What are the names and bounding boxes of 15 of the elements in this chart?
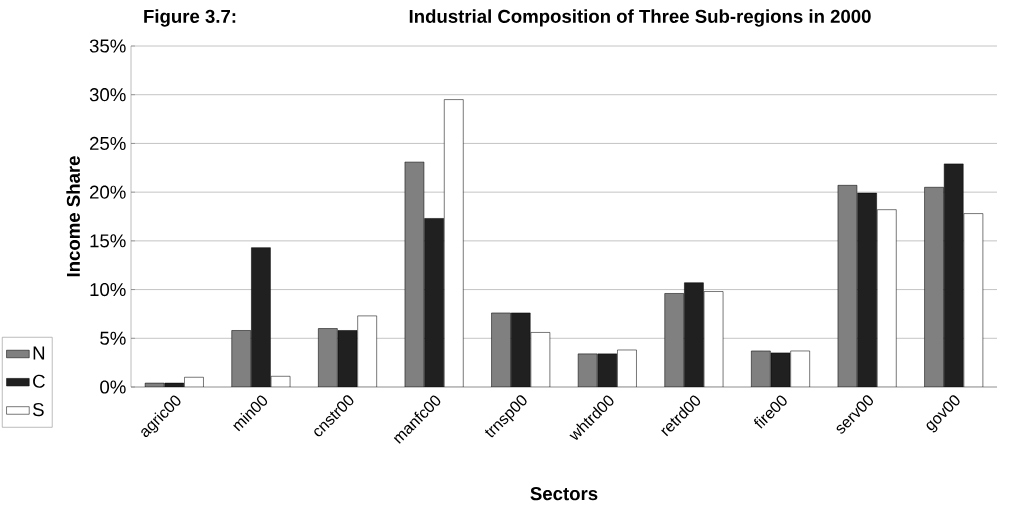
legend-label: N [33,346,45,360]
y-tick-label: 25% [90,136,126,151]
y-axis-title: Income Share [66,156,80,277]
chart-title: Industrial Composition of Three Sub-regions in 2000 [409,9,871,27]
y-tick-label: 30% [89,88,126,102]
y-tick-label: 20% [90,185,126,199]
y-tick-label: 0% [100,380,126,394]
y-tick-label: 5% [100,331,126,345]
y-tick-label: 10% [90,282,126,297]
legend-label: C [33,374,45,388]
x-axis-title: Sectors [530,487,598,501]
legend-label: S [33,402,44,417]
caption: Figure 3.7: [144,9,236,27]
y-tick-label: 35% [89,39,126,53]
y-tick-label: 15% [90,234,126,248]
